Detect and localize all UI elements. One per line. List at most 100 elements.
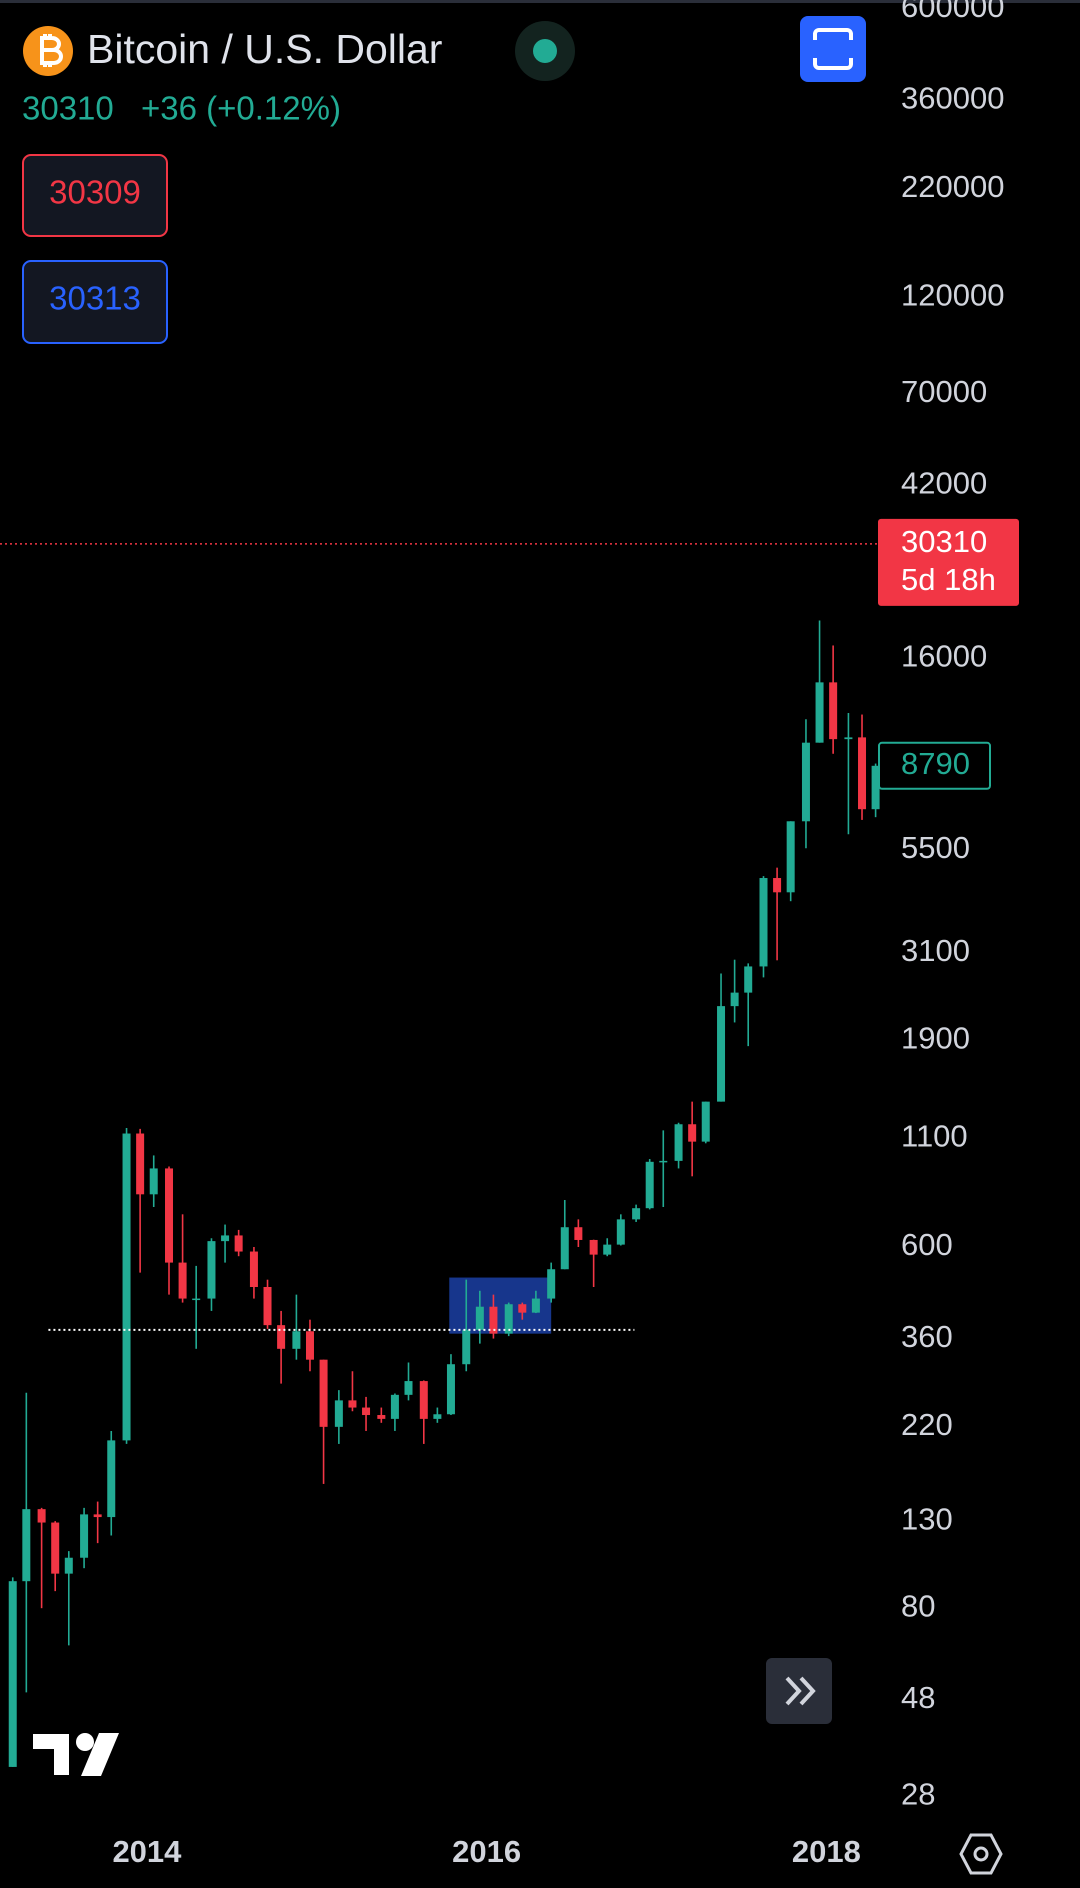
header-price: 30310 (22, 90, 114, 127)
candle-body (419, 1381, 428, 1419)
y-tick-label: 3100 (901, 933, 970, 968)
candle-body (221, 1235, 230, 1242)
candle-body (165, 1168, 174, 1263)
close-price-label: 8790 (901, 746, 970, 781)
candle-body (136, 1133, 145, 1195)
candle-body (489, 1306, 498, 1334)
y-tick-label: 48 (901, 1680, 935, 1715)
y-tick-label: 600000 (901, 0, 1004, 24)
candle-body (404, 1381, 413, 1395)
candle-body (207, 1241, 216, 1299)
logo-slash (81, 1733, 119, 1776)
candle-body (475, 1306, 484, 1330)
candle-body (701, 1101, 710, 1142)
candle-body (531, 1298, 540, 1313)
y-tick-label: 220000 (901, 169, 1004, 204)
candle-body (446, 1364, 455, 1415)
candle-body (149, 1168, 158, 1195)
fullscreen-button[interactable] (800, 16, 866, 82)
candle-body (462, 1329, 471, 1365)
candle-body (292, 1331, 301, 1349)
candle-body (263, 1286, 272, 1326)
candle-body (589, 1239, 598, 1255)
candle-body (504, 1304, 513, 1334)
candle-body (574, 1227, 583, 1240)
bid-price: 30309 (49, 174, 141, 211)
candle-body (80, 1514, 89, 1558)
candle-body (844, 737, 853, 740)
candle-body (234, 1235, 243, 1252)
candle-body (616, 1219, 625, 1245)
candle-body (632, 1208, 641, 1220)
y-tick-label: 28 (901, 1777, 935, 1812)
y-tick-label: 5500 (901, 830, 970, 865)
candle-body (8, 1581, 17, 1767)
y-tick-label: 220 (901, 1407, 953, 1442)
candle-body (730, 992, 739, 1007)
candle-body (659, 1160, 668, 1163)
candle-body (348, 1400, 357, 1408)
chevrons (785, 1676, 816, 1706)
candle-body (645, 1161, 654, 1209)
buy-button[interactable] (22, 260, 168, 344)
candle-body (674, 1124, 683, 1161)
settings-hole (973, 1846, 989, 1862)
candle-body (518, 1304, 527, 1313)
candle-body (107, 1440, 116, 1518)
candle-body (717, 1006, 726, 1102)
countdown-label: 5d 18h (901, 562, 996, 597)
bitcoin-glyph (40, 34, 63, 67)
candle-body (773, 878, 782, 893)
logo-dot (76, 1733, 94, 1751)
candle-body (786, 821, 795, 893)
settings-button[interactable] (959, 1833, 1003, 1875)
candle-body (560, 1227, 569, 1270)
x-tick-label: 2016 (452, 1834, 521, 1869)
y-tick-label: 70000 (901, 374, 987, 409)
y-tick-label: 1900 (901, 1021, 970, 1056)
candle-body (122, 1133, 131, 1441)
status-dot (533, 39, 557, 63)
candle-body (37, 1509, 46, 1523)
candle-body (603, 1244, 612, 1255)
logo-t (31, 1732, 71, 1777)
y-tick-label: 42000 (901, 466, 987, 501)
header-change: +36 (+0.12%) (141, 90, 341, 127)
y-tick-label: 360 (901, 1319, 953, 1354)
candle-body (319, 1359, 328, 1427)
candle-body (249, 1251, 258, 1287)
candle-body (829, 682, 838, 740)
y-tick-label: 80 (901, 1588, 935, 1623)
settings-hexagon (959, 1833, 1003, 1875)
x-tick-label: 2014 (112, 1834, 182, 1869)
candle-body (178, 1262, 187, 1299)
sell-button[interactable] (22, 154, 168, 237)
symbol-title: Bitcoin / U.S. Dollar (87, 26, 442, 72)
x-tick-label: 2018 (792, 1834, 861, 1869)
candle-body (362, 1407, 371, 1416)
candle-body (64, 1557, 73, 1574)
fullscreen-icon (813, 28, 853, 70)
candle-body (305, 1331, 314, 1360)
candle-body (192, 1298, 201, 1301)
plot-area (8, 620, 880, 1767)
candle-body (871, 765, 880, 810)
y-tick-label: 16000 (901, 639, 987, 674)
candle-body (547, 1269, 556, 1299)
candle-body (93, 1514, 102, 1518)
candle-body (22, 1509, 31, 1582)
close-price-box (878, 741, 991, 790)
ask-price: 30313 (49, 280, 141, 317)
y-tick-label: 130 (901, 1501, 953, 1536)
y-tick-label: 360000 (901, 81, 1004, 116)
last-price-box (878, 518, 1019, 606)
top-border (0, 0, 1080, 3)
y-tick-label: 1100 (901, 1119, 968, 1154)
candle-body (858, 737, 867, 810)
candle-body (377, 1415, 386, 1419)
candle-body (801, 742, 810, 822)
candle-body (277, 1325, 286, 1349)
